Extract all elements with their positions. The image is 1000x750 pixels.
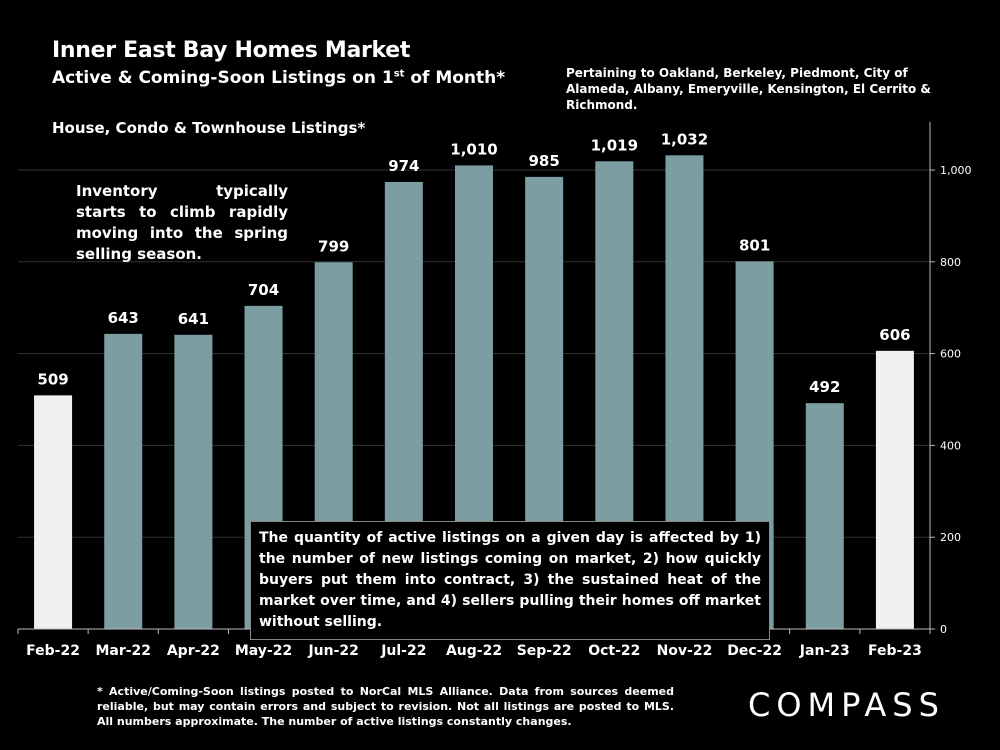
- x-tick-label: Nov-22: [657, 643, 713, 659]
- y-tick-label: 1,000: [940, 164, 972, 177]
- factors-annotation-box: The quantity of active listings on a giv…: [250, 521, 770, 640]
- bar-feb-22: [34, 395, 73, 629]
- x-tick-label: May-22: [235, 643, 292, 659]
- page-title: Inner East Bay Homes Market: [52, 38, 411, 63]
- chart-subtitle: House, Condo & Townhouse Listings*: [52, 119, 366, 137]
- axes: 0 200 400 600 800 1,000 Feb-22 Mar-22 Apr-22 May-…: [17, 122, 972, 659]
- bar-value-label: 643: [108, 309, 139, 327]
- bar-value-label: 509: [37, 370, 68, 388]
- bar-value-label: 704: [248, 281, 279, 299]
- y-tick-label: 600: [940, 348, 961, 361]
- bar-value-label: 641: [178, 310, 209, 328]
- bar-jan-23: [805, 403, 844, 629]
- y-tick-label: 0: [940, 623, 947, 636]
- bar-value-label: 974: [388, 157, 419, 175]
- bar-value-label: 1,032: [661, 130, 708, 148]
- bar-value-label: 492: [809, 378, 840, 396]
- bar-value-label: 606: [879, 326, 910, 344]
- x-tick-label: Feb-23: [868, 643, 922, 659]
- x-tick-label: Apr-22: [167, 643, 220, 659]
- bar-value-label: 1,019: [591, 136, 638, 154]
- x-tick-label: Dec-22: [727, 643, 782, 659]
- footnote: * Active/Coming-Soon listings posted to …: [97, 685, 674, 728]
- x-tick-label: Jul-22: [380, 643, 426, 659]
- spring-annotation: Inventory typically starts to climb rapi…: [76, 182, 288, 263]
- compass-logo: COMPASS: [748, 686, 945, 724]
- region-note: Pertaining to Oakland, Berkeley, Piedmon…: [566, 66, 931, 112]
- chart-title: Active & Coming-Soon Listings on 1st of …: [52, 68, 506, 88]
- x-tick-label: Jun-22: [307, 643, 358, 659]
- x-tick-label: Sep-22: [517, 643, 572, 659]
- x-tick-label: Feb-22: [26, 643, 80, 659]
- x-tick-label: Aug-22: [446, 643, 502, 659]
- bar-value-label: 801: [739, 236, 770, 254]
- bar-feb-23: [875, 350, 914, 629]
- x-tick-label: Jan-23: [799, 643, 850, 659]
- bar-apr-22: [174, 334, 213, 629]
- bar-value-label: 1,010: [450, 140, 497, 158]
- bar-value-label: 799: [318, 237, 349, 255]
- bar-mar-22: [104, 333, 143, 629]
- y-tick-label: 800: [940, 256, 961, 269]
- bar-value-label: 985: [528, 152, 559, 170]
- x-tick-label: Mar-22: [95, 643, 151, 659]
- y-tick-label: 400: [940, 439, 961, 452]
- y-tick-label: 200: [940, 531, 961, 544]
- x-tick-label: Oct-22: [588, 643, 640, 659]
